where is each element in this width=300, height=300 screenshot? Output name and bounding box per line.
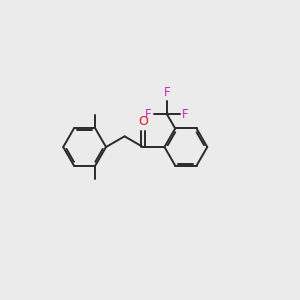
Text: O: O (138, 115, 148, 128)
Text: F: F (145, 108, 152, 121)
Text: F: F (164, 86, 170, 99)
Text: F: F (182, 108, 189, 121)
